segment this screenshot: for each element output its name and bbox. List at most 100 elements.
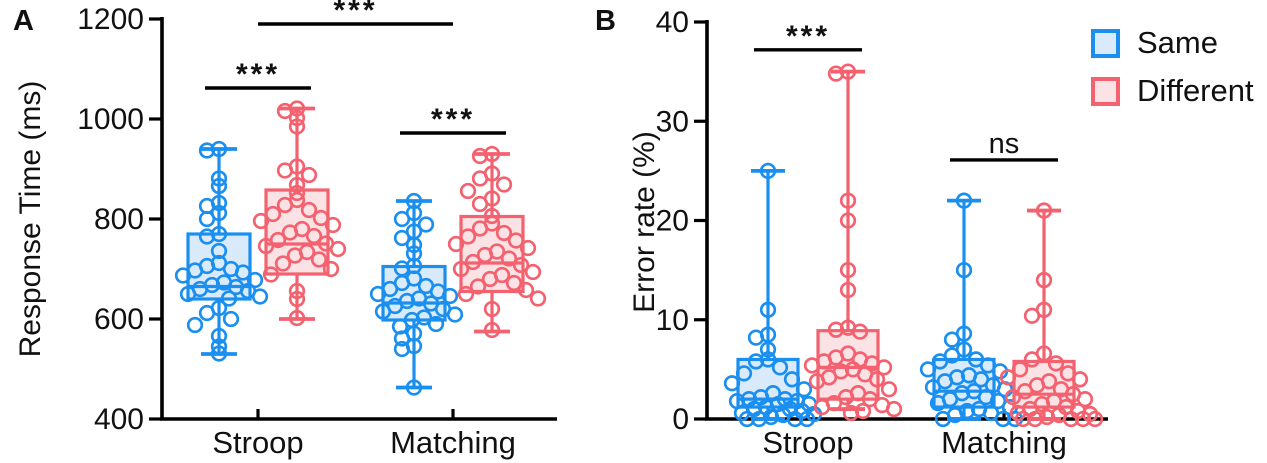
data-point (759, 341, 777, 358)
data-point (759, 301, 777, 318)
box-matching-different (999, 202, 1104, 428)
data-point (198, 210, 216, 228)
data-point (827, 321, 845, 338)
data-point (524, 263, 542, 281)
data-point (441, 287, 459, 305)
data-point (374, 303, 392, 320)
data-point (179, 285, 197, 303)
data-point (798, 410, 816, 428)
legend-label-same: Same (1137, 25, 1218, 60)
data-point (771, 359, 789, 376)
y-tick-label: 10 (656, 304, 689, 337)
data-point (276, 196, 294, 214)
data-point (427, 315, 445, 333)
panel-a: 400 600 800 1000 1200 Stroop Matching *** *** *** (77, 0, 557, 460)
data-point (324, 216, 342, 234)
same-swatch-icon (1091, 28, 1120, 58)
data-point (1062, 410, 1080, 428)
data-point (222, 310, 240, 328)
data-point (322, 260, 340, 278)
data-point (955, 192, 973, 209)
data-point (529, 290, 547, 307)
data-point (505, 274, 523, 292)
data-point (481, 270, 499, 288)
data-point (999, 369, 1017, 386)
data-point (276, 102, 294, 120)
y-tick-label: 0 (672, 403, 689, 436)
data-point (281, 224, 299, 241)
data-point (252, 212, 270, 230)
data-point (1004, 389, 1022, 406)
data-point (507, 232, 525, 249)
x-tick-label: Matching (941, 425, 1067, 460)
data-point (735, 365, 753, 382)
data-point (471, 220, 489, 237)
data-point (417, 216, 435, 233)
data-point (246, 271, 264, 289)
data-point (803, 357, 821, 374)
data-point (1086, 410, 1104, 428)
data-point (174, 267, 192, 284)
data-point (1076, 391, 1094, 408)
x-tick-label: Matching (390, 425, 516, 460)
data-point (875, 359, 893, 376)
box-matching-same (369, 192, 464, 396)
data-point (1035, 202, 1053, 219)
data-point (288, 109, 306, 127)
data-point (393, 340, 411, 358)
data-point (1023, 307, 1041, 324)
significance-label: *** (786, 20, 830, 53)
y-tick-label: 400 (94, 403, 144, 436)
data-point (851, 323, 869, 340)
data-point (393, 330, 411, 347)
y-tick-label: 1000 (77, 103, 144, 136)
data-point (924, 379, 942, 396)
data-point (288, 282, 306, 300)
y-tick-label: 20 (656, 205, 689, 238)
data-point (476, 246, 494, 264)
data-point (1035, 271, 1053, 289)
data-point (210, 242, 228, 260)
data-point (329, 240, 347, 258)
data-point (274, 255, 292, 272)
data-point (839, 281, 857, 299)
data-point (262, 266, 280, 283)
data-point (1071, 371, 1089, 388)
data-point (469, 278, 487, 295)
data-point (393, 210, 411, 228)
data-point (459, 228, 477, 245)
data-point (210, 327, 228, 345)
data-point (446, 306, 464, 323)
data-point (312, 209, 330, 227)
data-point (405, 236, 423, 254)
data-point (457, 285, 475, 303)
data-point (288, 184, 306, 202)
data-point (234, 264, 252, 281)
box-matching-same (919, 192, 1024, 428)
data-point (186, 316, 204, 334)
data-point (929, 394, 947, 412)
data-point (1014, 410, 1032, 428)
data-point (471, 195, 489, 213)
data-point (839, 192, 857, 209)
data-point (393, 229, 411, 247)
data-point (934, 410, 952, 428)
data-point (839, 212, 857, 229)
data-point (1023, 351, 1041, 368)
data-point (198, 142, 216, 159)
data-point (210, 177, 228, 195)
data-point (943, 331, 961, 348)
data-point (310, 251, 328, 268)
y-tick-label: 40 (656, 6, 689, 39)
significance-label: *** (333, 0, 377, 27)
data-point (483, 321, 501, 339)
data-point (1047, 355, 1065, 372)
data-point (827, 65, 845, 82)
significance-label: *** (431, 103, 475, 136)
data-point (795, 381, 813, 398)
data-point (251, 288, 269, 305)
data-point (1026, 410, 1044, 428)
data-point (885, 400, 903, 418)
